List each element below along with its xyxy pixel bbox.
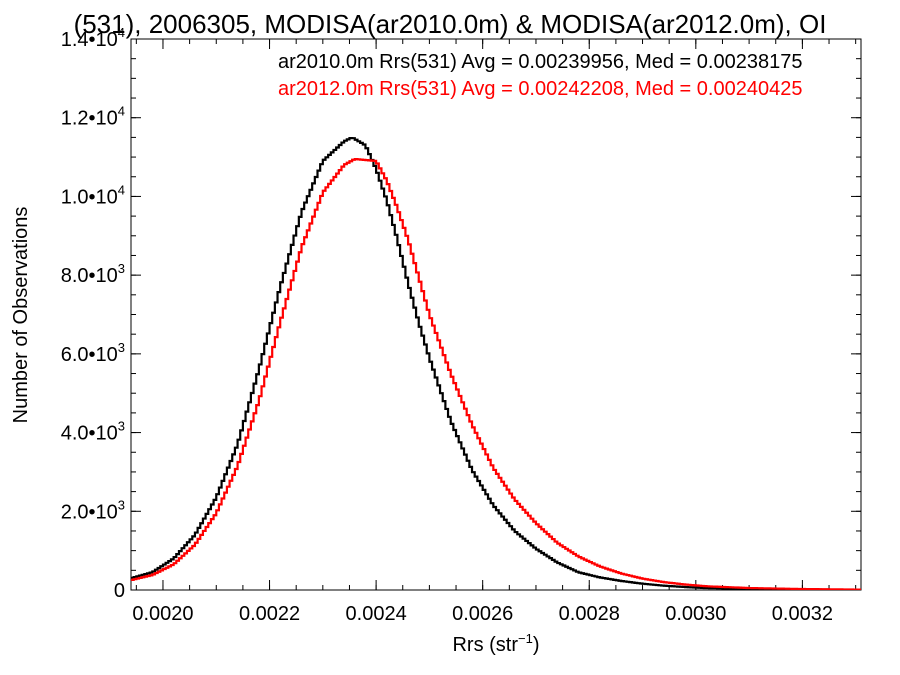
series-line-ar2010 [131,136,861,590]
legend-entry-ar2012: ar2012.0m Rrs(531) Avg = 0.00242208, Med… [278,78,802,100]
chart-title: (531), 2006305, MODISA(ar2010.0m) & MODI… [74,9,827,39]
legend-entry-ar2010: ar2010.0m Rrs(531) Avg = 0.00239956, Med… [278,51,802,73]
y-tick-label: 0 [114,580,125,602]
x-tick-label: 0.0026 [452,603,513,625]
y-tick-label: 1.2•104 [61,104,125,130]
y-tick-label: 2.0•103 [61,497,125,523]
axis-ticks [131,38,861,591]
y-tick-labels: 0 2.0•103 4.0•103 6.0•103 8.0•103 1.0•104 1.2•… [61,25,125,602]
y-tick-label: 1.0•104 [61,182,125,208]
y-tick-label: 8.0•103 [61,261,125,287]
x-tick-label: 0.0032 [772,603,833,625]
y-axis-label: Number of Observations [10,207,32,424]
series-layer [131,136,861,590]
y-tick-label: 1.4•104 [61,25,125,51]
x-tick-label: 0.0022 [239,603,300,625]
series-line-ar2012 [131,158,861,590]
x-tick-label: 0.0020 [132,603,193,625]
x-axis-label: Rrs (str−1) [452,631,539,656]
x-tick-label: 0.0028 [559,603,620,625]
y-tick-label: 6.0•103 [61,340,125,366]
x-tick-label: 0.0030 [665,603,726,625]
x-tick-labels: 0.0020 0.0022 0.0024 0.0026 0.0028 0.0030 0.00… [132,603,833,625]
x-tick-label: 0.0024 [346,603,407,625]
y-tick-label: 4.0•103 [61,419,125,445]
